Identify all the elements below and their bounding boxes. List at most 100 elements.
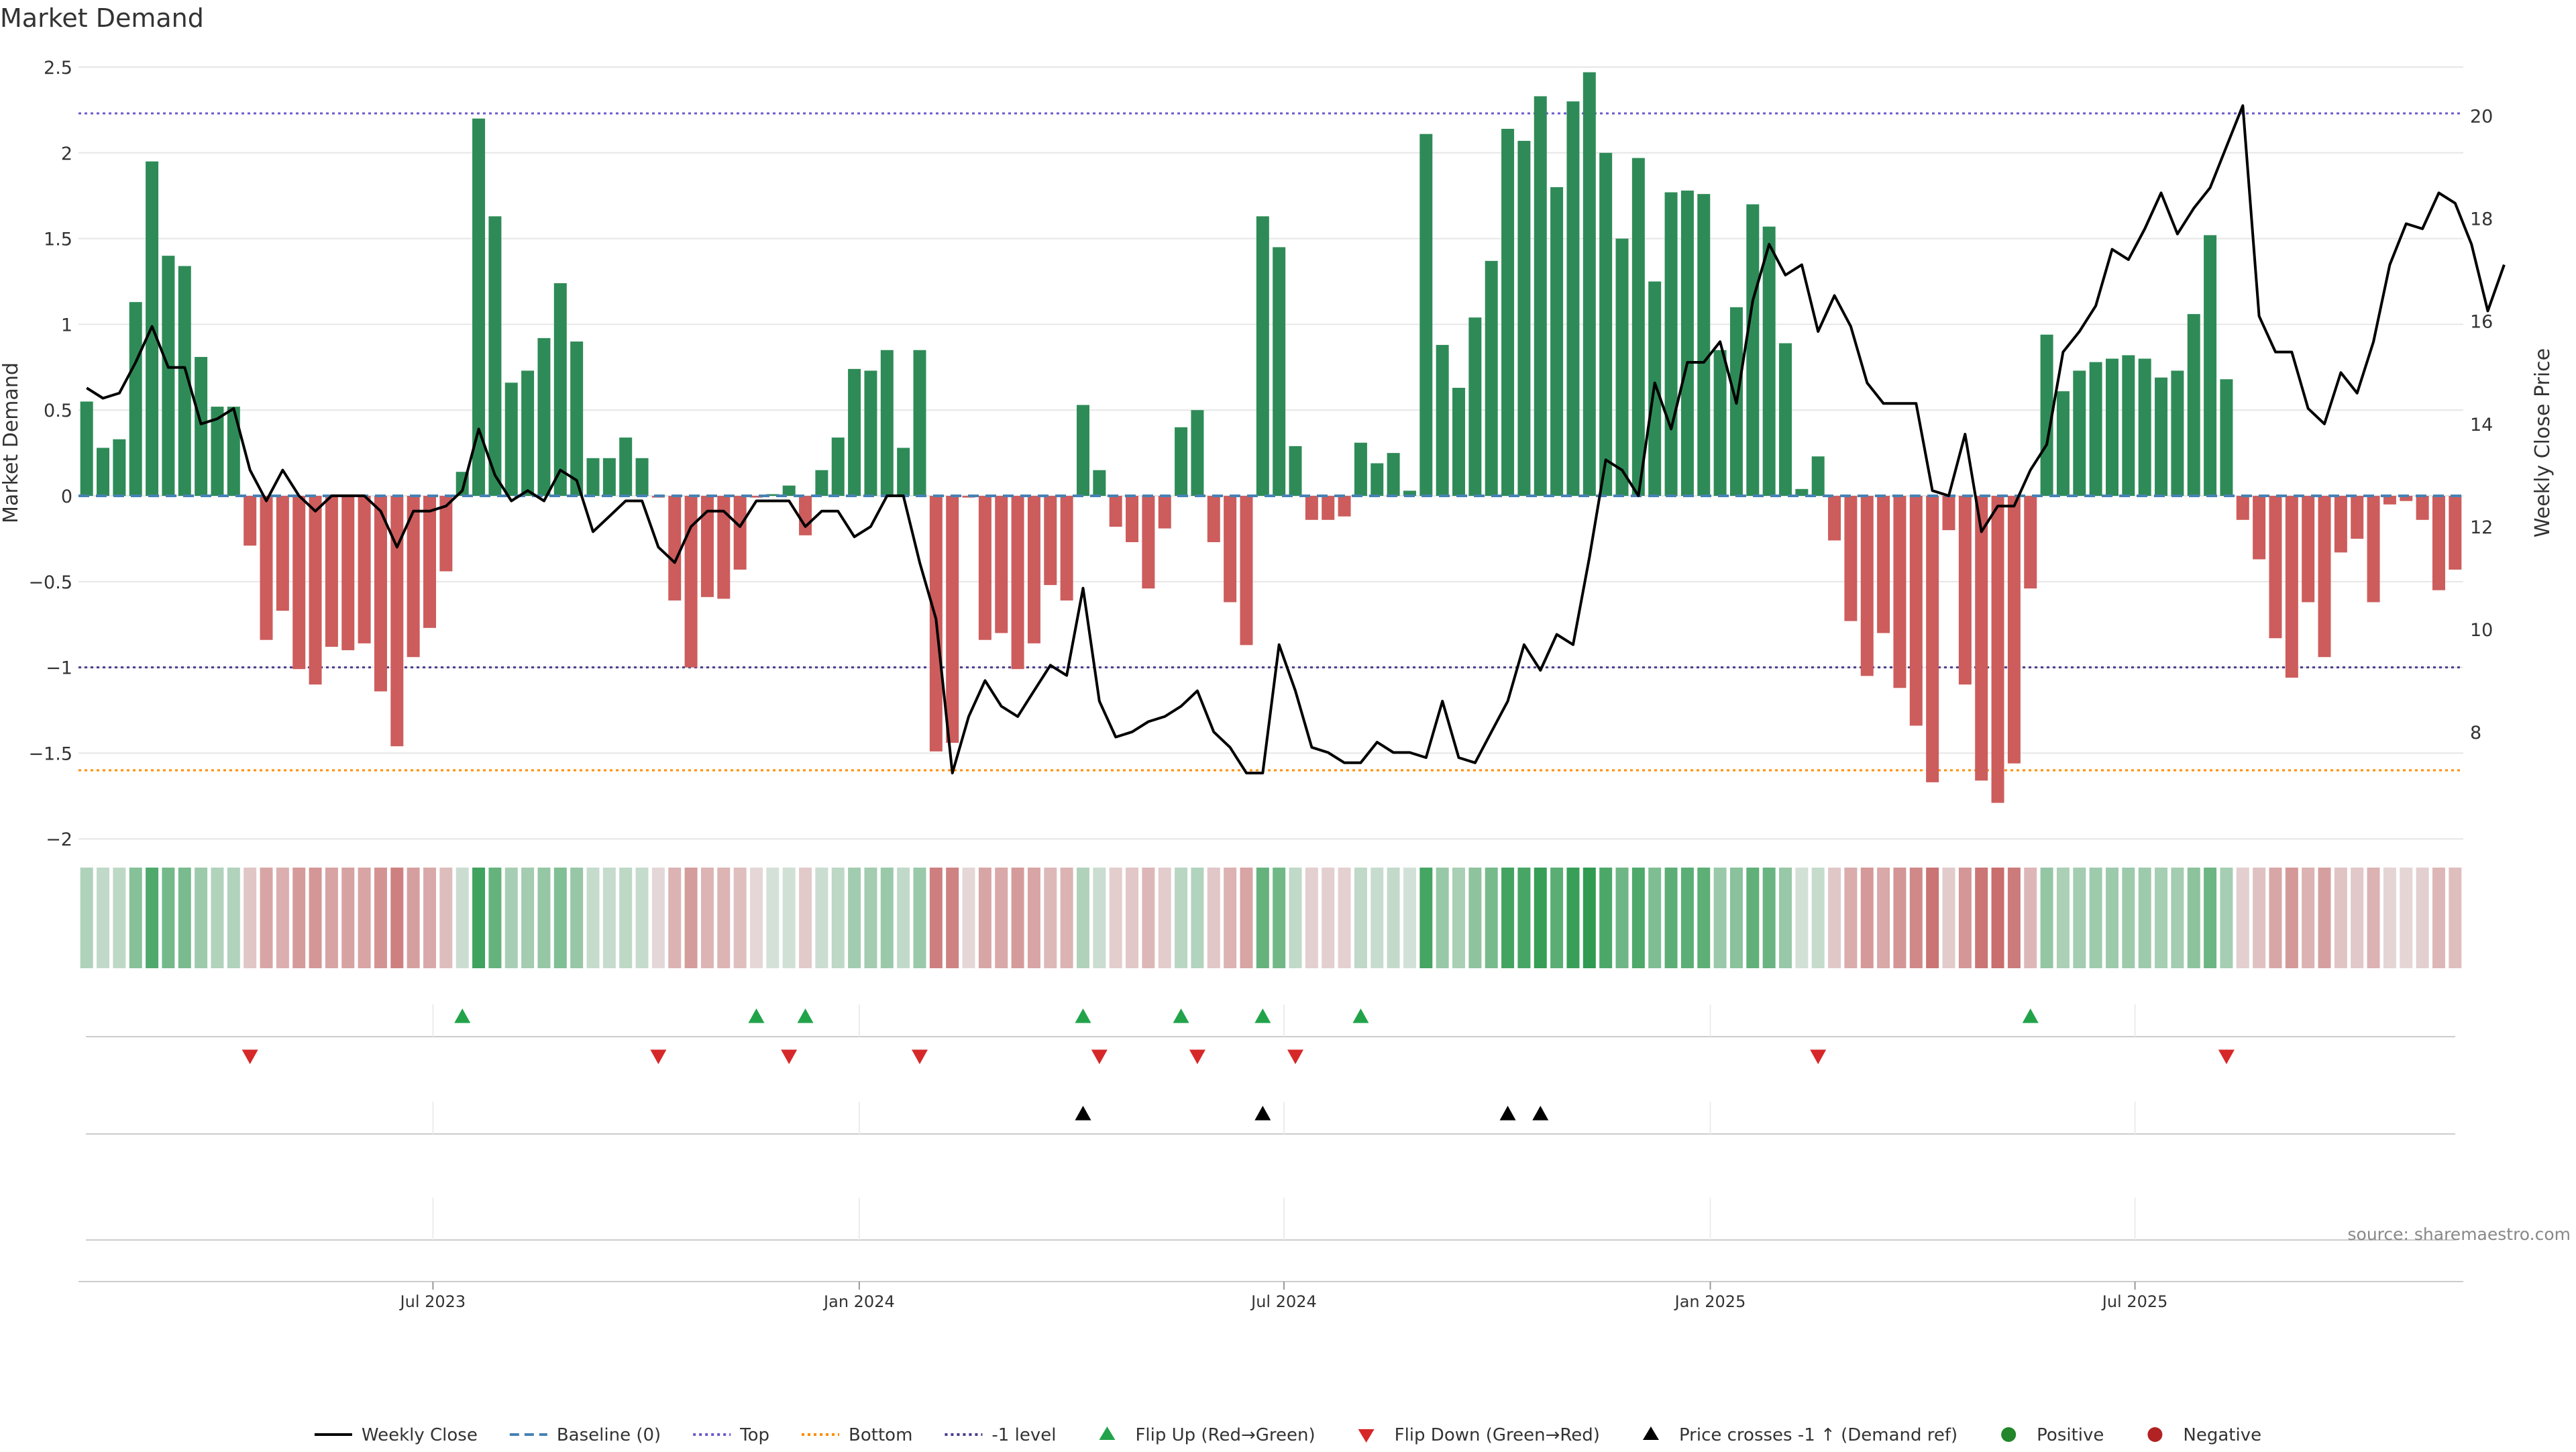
demand-bar [1273, 247, 1286, 497]
heat-cell [1550, 868, 1564, 968]
heat-cell [1485, 868, 1498, 968]
heat-cell [211, 868, 224, 968]
demand-bar [113, 439, 126, 497]
demand-bar [2220, 379, 2233, 497]
heat-cell [2367, 868, 2380, 968]
demand-bar [1501, 129, 1515, 497]
heat-cell [995, 868, 1008, 968]
x-tick-label: Jan 2024 [822, 1292, 895, 1311]
demand-bar [390, 496, 404, 747]
demand-bar [2073, 370, 2086, 497]
demand-bar [1256, 216, 1269, 497]
demand-bar [1534, 96, 1547, 497]
demand-bar [1860, 496, 1874, 676]
heat-cell [700, 868, 714, 968]
demand-bar [178, 266, 191, 497]
heat-cell [2007, 868, 2021, 968]
demand-bar [309, 496, 322, 685]
heat-cell [1142, 868, 1155, 968]
demand-bar [1566, 101, 1580, 497]
heat-cell [1076, 868, 1089, 968]
demand-bar [602, 458, 616, 497]
heat-cell [2334, 868, 2347, 968]
heat-cell [2285, 868, 2298, 968]
demand-bar [2040, 334, 2053, 497]
demand-bar [2024, 496, 2037, 589]
demand-bar [1811, 456, 1825, 497]
demand-bars [78, 72, 2463, 803]
flip-up-marker [748, 1008, 765, 1023]
demand-bar [2122, 355, 2135, 497]
legend-label: Positive [2037, 1425, 2104, 1445]
heat-cell [521, 868, 535, 968]
demand-bar [1991, 496, 2004, 803]
demand-bar [1762, 226, 1776, 497]
y-tick-label-right: 14 [2470, 415, 2493, 435]
heat-cell [848, 868, 861, 968]
heat-cell [1354, 868, 1367, 968]
demand-bar [1175, 427, 1188, 497]
demand-bar [2334, 496, 2347, 553]
heat-cell [1027, 868, 1040, 968]
y-tick-label-right: 8 [2470, 723, 2481, 743]
demand-bar [521, 370, 535, 497]
y-tick-label-right: 10 [2470, 620, 2493, 641]
heat-cell [504, 868, 518, 968]
heat-cell [2253, 868, 2266, 968]
demand-bar [2383, 496, 2396, 505]
heat-cell [2400, 868, 2413, 968]
flip-down-marker [650, 1049, 667, 1064]
heat-cell [2105, 868, 2118, 968]
heat-cell [1909, 868, 1923, 968]
demand-bar [570, 341, 584, 497]
heat-cell [619, 868, 633, 968]
y-tick-label-left: 2 [61, 144, 72, 164]
heat-cell [1729, 868, 1743, 968]
demand-bar [2367, 496, 2380, 603]
heat-cell [913, 868, 926, 968]
y-tick-label-right: 20 [2470, 107, 2493, 127]
demand-bar [619, 437, 633, 497]
heat-cell [1599, 868, 1613, 968]
heat-cell [1419, 868, 1433, 968]
demand-bar [553, 283, 567, 497]
heat-cell [1060, 868, 1073, 968]
demand-bar [1877, 496, 1890, 633]
heat-cell [1256, 868, 1269, 968]
heat-cell [1648, 868, 1662, 968]
heat-cell [1468, 868, 1482, 968]
demand-bar [1338, 496, 1351, 517]
heat-cell [2040, 868, 2053, 968]
demand-bar [2056, 391, 2070, 497]
heat-cell [423, 868, 437, 968]
demand-bar [244, 496, 257, 546]
heat-cell [1126, 868, 1139, 968]
demand-bar [2416, 496, 2429, 520]
demand-bar [407, 496, 420, 658]
demand-bar [2351, 496, 2364, 539]
heat-strip [80, 868, 2462, 968]
demand-bar [97, 448, 110, 497]
demand-bar [1795, 488, 1809, 497]
demand-bar [1126, 496, 1139, 543]
y-tick-label-right: 12 [2470, 517, 2493, 538]
demand-bar [750, 496, 763, 498]
demand-bar [2236, 496, 2249, 520]
demand-bar [1468, 317, 1482, 497]
flip-up-marker [2022, 1008, 2039, 1023]
demand-bar [504, 382, 518, 497]
demand-bar [1436, 345, 1449, 497]
heat-cell [1958, 868, 1972, 968]
price-cross-marker [1075, 1106, 1091, 1121]
heat-cell [2220, 868, 2233, 968]
demand-bar [1680, 191, 1694, 497]
demand-bar [1289, 446, 1302, 497]
demand-bar [129, 302, 142, 497]
demand-bar [1942, 496, 1955, 531]
demand-bar [2269, 496, 2282, 639]
demand-bar [815, 470, 828, 497]
heat-cell [766, 868, 780, 968]
heat-cell [651, 868, 665, 968]
demand-bar [1142, 496, 1155, 589]
